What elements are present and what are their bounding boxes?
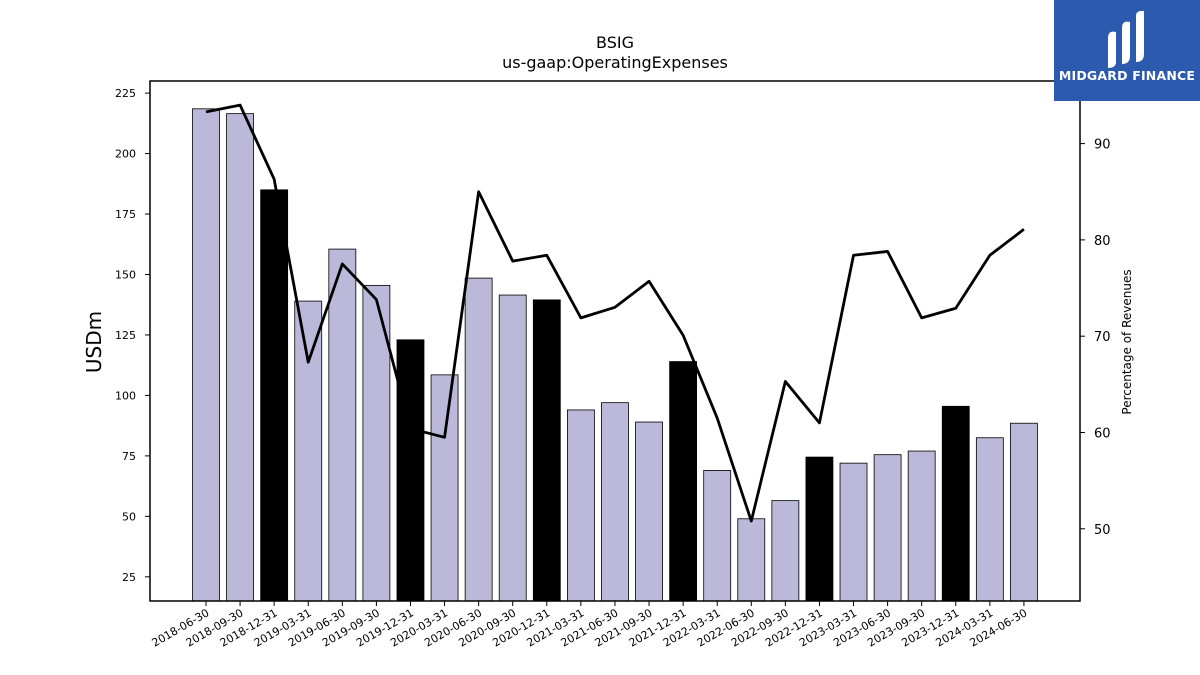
bar (464, 277, 493, 602)
bar (635, 421, 663, 602)
bar (805, 456, 834, 602)
y2-tick-label: 70 (1094, 330, 1111, 345)
bar (226, 113, 254, 602)
bar (907, 450, 936, 602)
line-series (205, 103, 1025, 523)
y-tick-label: 25 (122, 571, 136, 584)
y2-tick-label: 90 (1094, 138, 1111, 153)
bar (396, 339, 425, 602)
bar (532, 299, 561, 602)
bar (941, 405, 970, 602)
bar (566, 409, 595, 602)
y-tick-label: 50 (122, 510, 136, 523)
logo-text: MIDGARD FINANCE (1058, 68, 1196, 83)
bar (294, 300, 323, 602)
chart-title: BSIG (596, 33, 634, 52)
midgard-logo-icon (1108, 10, 1144, 69)
bar-series (192, 108, 1038, 602)
y-tick-label: 100 (115, 389, 136, 402)
y2-tick-label: 80 (1094, 234, 1111, 249)
y-tick-label: 175 (115, 208, 136, 221)
y2-tick-label: 50 (1094, 523, 1111, 538)
y-axis-label: USDm (82, 311, 106, 373)
bar (873, 454, 902, 602)
y-tick-label: 75 (122, 450, 136, 463)
y-tick-label: 125 (115, 329, 136, 342)
bar (975, 437, 1004, 602)
bar (192, 108, 220, 602)
y-tick-label: 225 (115, 87, 136, 100)
bar (1010, 422, 1038, 602)
series-line (205, 103, 1025, 523)
bar (703, 469, 732, 602)
bar (771, 500, 800, 602)
bar (328, 248, 357, 602)
chart-subtitle: us-gaap:OperatingExpenses (502, 53, 728, 72)
bar (669, 361, 698, 602)
y-tick-label: 150 (115, 268, 136, 281)
bar (839, 462, 868, 602)
y-tick-label: 200 (115, 148, 136, 161)
midgard-logo: MIDGARD FINANCE (1054, 0, 1200, 101)
bar (260, 189, 289, 602)
bar (430, 374, 459, 602)
bar (601, 402, 629, 602)
y2-axis-label: Percentage of Revenues (1120, 269, 1134, 414)
bar (737, 518, 766, 602)
bar (498, 294, 527, 602)
y2-tick-label: 60 (1094, 426, 1111, 441)
